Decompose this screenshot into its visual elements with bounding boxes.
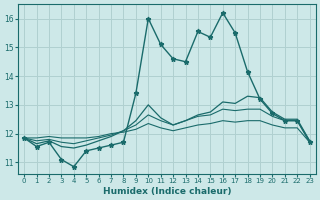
X-axis label: Humidex (Indice chaleur): Humidex (Indice chaleur) bbox=[103, 187, 231, 196]
